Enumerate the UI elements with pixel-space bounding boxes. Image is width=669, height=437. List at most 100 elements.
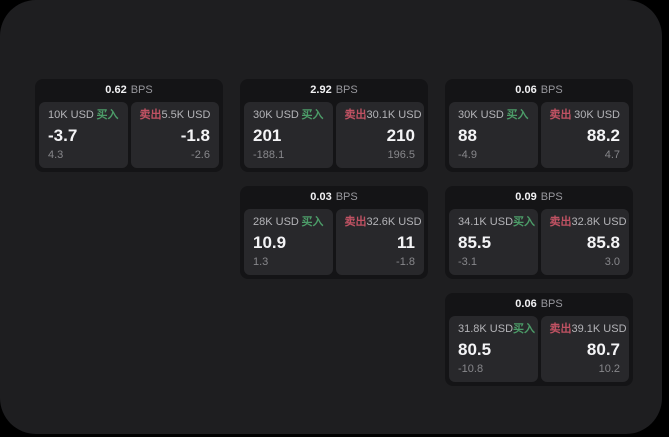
- sell-size: 32.6K USD: [366, 216, 422, 228]
- quote-card-body: 30K USD 买入 88 -4.9 卖出 30K USD 88.2 4.7: [445, 102, 633, 172]
- quote-card-body: 31.8K USD 买入 80.5 -10.8 卖出 39.1K USD 80.…: [445, 316, 633, 386]
- buy-pane[interactable]: 28K USD 买入 10.9 1.3: [244, 209, 333, 275]
- buy-pane-top-row: 34.1K USD 买入: [458, 216, 535, 228]
- buy-size: 30K USD: [253, 109, 299, 121]
- sell-pane[interactable]: 卖出 32.6K USD 11 -1.8: [335, 209, 424, 275]
- buy-pane[interactable]: 34.1K USD 买入 85.5 -3.1: [449, 209, 538, 275]
- sell-pane-top-row: 卖出 30.1K USD: [344, 109, 422, 121]
- buy-price: 88: [458, 126, 477, 145]
- buy-tag: 买入: [301, 109, 324, 121]
- buy-pane[interactable]: 31.8K USD 买入 80.5 -10.8: [449, 316, 538, 382]
- buy-sub-value: -3.1: [458, 256, 477, 268]
- buy-price: 201: [253, 126, 282, 145]
- sell-price: 210: [386, 126, 415, 145]
- spread-value: 0.09: [515, 191, 537, 203]
- quote-card: 0.06 BPS 30K USD 买入 88 -4.9 卖出 30K USD: [445, 79, 633, 172]
- buy-sub-value: 1.3: [253, 256, 269, 268]
- buy-pane-top-row: 10K USD 买入: [48, 110, 119, 121]
- bps-label: BPS: [540, 191, 563, 203]
- quotes-grid: 0.62 BPS 10K USD 买入 -3.7 4.3 卖出 5.5K USD: [35, 79, 633, 386]
- buy-price: 80.5: [458, 340, 492, 359]
- quote-card-body: 10K USD 买入 -3.7 4.3 卖出 5.5K USD -1.8 -2.…: [35, 102, 223, 172]
- sell-size: 39.1K USD: [571, 323, 627, 335]
- sell-sub-value: 3.0: [604, 256, 620, 268]
- quote-card: 0.03 BPS 28K USD 买入 10.9 1.3 卖出 32.6K US…: [240, 186, 428, 279]
- quote-card: 0.62 BPS 10K USD 买入 -3.7 4.3 卖出 5.5K USD: [35, 79, 223, 172]
- sell-tag: 卖出: [139, 109, 162, 121]
- quote-card: 0.09 BPS 34.1K USD 买入 85.5 -3.1 卖出 32.8K…: [445, 186, 633, 279]
- buy-tag: 买入: [506, 109, 529, 121]
- sell-size: 30.1K USD: [366, 109, 422, 121]
- sell-price: 88.2: [586, 126, 620, 145]
- spread-header: 0.03 BPS: [240, 186, 428, 209]
- bps-label: BPS: [540, 84, 563, 96]
- spread-value: 2.92: [310, 84, 332, 96]
- bps-label: BPS: [130, 84, 153, 96]
- buy-pane-top-row: 30K USD 买入: [458, 110, 529, 121]
- sell-pane[interactable]: 卖出 39.1K USD 80.7 10.2: [540, 316, 629, 382]
- spread-header: 0.62 BPS: [35, 79, 223, 102]
- quote-card-body: 34.1K USD 买入 85.5 -3.1 卖出 32.8K USD 85.8…: [445, 209, 633, 279]
- buy-pane[interactable]: 30K USD 买入 201 -188.1: [244, 102, 333, 168]
- sell-pane[interactable]: 卖出 30K USD 88.2 4.7: [540, 102, 629, 168]
- spread-value: 0.03: [310, 191, 332, 203]
- bps-label: BPS: [540, 298, 563, 310]
- sell-tag: 卖出: [344, 216, 367, 228]
- buy-size: 30K USD: [458, 109, 504, 121]
- sell-sub-value: 4.7: [604, 149, 620, 161]
- buy-size: 31.8K USD: [458, 323, 514, 335]
- spread-header: 0.06 BPS: [445, 79, 633, 102]
- buy-pane-top-row: 28K USD 买入: [253, 217, 324, 228]
- sell-pane[interactable]: 卖出 32.8K USD 85.8 3.0: [540, 209, 629, 275]
- buy-size: 10K USD: [48, 109, 94, 121]
- buy-size: 34.1K USD: [458, 216, 514, 228]
- buy-price: -3.7: [48, 126, 78, 145]
- buy-price: 85.5: [458, 233, 492, 252]
- sell-sub-value: 196.5: [387, 149, 415, 161]
- sell-pane[interactable]: 卖出 30.1K USD 210 196.5: [335, 102, 424, 168]
- quote-card: 0.06 BPS 31.8K USD 买入 80.5 -10.8 卖出 39.1…: [445, 293, 633, 386]
- spread-header: 0.09 BPS: [445, 186, 633, 209]
- sell-pane[interactable]: 卖出 5.5K USD -1.8 -2.6: [130, 102, 219, 168]
- buy-pane-top-row: 30K USD 买入: [253, 110, 324, 121]
- sell-sub-value: 10.2: [598, 363, 620, 375]
- sell-price: 85.8: [586, 233, 620, 252]
- sell-pane-top-row: 卖出 30K USD: [550, 110, 621, 121]
- spread-header: 2.92 BPS: [240, 79, 428, 102]
- sell-price: -1.8: [180, 126, 210, 145]
- buy-sub-value: 4.3: [48, 149, 64, 161]
- sell-pane-top-row: 卖出 39.1K USD: [549, 323, 627, 335]
- bps-label: BPS: [335, 191, 358, 203]
- quote-card-body: 30K USD 买入 201 -188.1 卖出 30.1K USD 210 1…: [240, 102, 428, 172]
- buy-sub-value: -4.9: [458, 149, 477, 161]
- buy-sub-value: -188.1: [253, 149, 285, 161]
- buy-pane-top-row: 31.8K USD 买入: [458, 323, 535, 335]
- sell-pane-top-row: 卖出 5.5K USD: [140, 110, 211, 121]
- buy-tag: 买入: [301, 216, 324, 228]
- sell-sub-value: -1.8: [396, 256, 415, 268]
- sell-pane-top-row: 卖出 32.6K USD: [344, 216, 422, 228]
- bps-label: BPS: [335, 84, 358, 96]
- buy-pane[interactable]: 30K USD 买入 88 -4.9: [449, 102, 538, 168]
- buy-size: 28K USD: [253, 216, 299, 228]
- sell-tag: 卖出: [549, 323, 572, 335]
- buy-pane[interactable]: 10K USD 买入 -3.7 4.3: [39, 102, 128, 168]
- sell-tag: 卖出: [344, 109, 367, 121]
- sell-price: 80.7: [586, 340, 620, 359]
- spread-value: 0.06: [515, 298, 537, 310]
- quote-card-body: 28K USD 买入 10.9 1.3 卖出 32.6K USD 11 -1.8: [240, 209, 428, 279]
- sell-tag: 卖出: [549, 216, 572, 228]
- spread-header: 0.06 BPS: [445, 293, 633, 316]
- buy-price: 10.9: [253, 233, 287, 252]
- buy-tag: 买入: [513, 323, 536, 335]
- spread-value: 0.06: [515, 84, 537, 96]
- sell-tag: 卖出: [549, 109, 572, 121]
- sell-size: 32.8K USD: [571, 216, 627, 228]
- sell-pane-top-row: 卖出 32.8K USD: [549, 216, 627, 228]
- sell-size: 5.5K USD: [161, 109, 211, 121]
- sell-price: 11: [397, 233, 415, 252]
- buy-tag: 买入: [96, 109, 119, 121]
- buy-sub-value: -10.8: [458, 363, 484, 375]
- sell-sub-value: -2.6: [191, 149, 210, 161]
